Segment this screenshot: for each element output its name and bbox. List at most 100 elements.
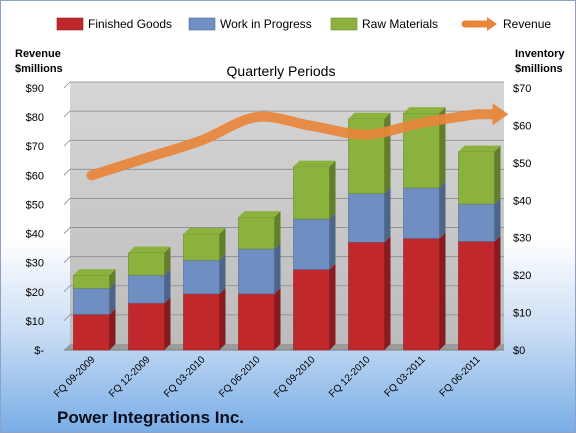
bar-segment-side <box>274 211 281 249</box>
bar-segment <box>293 218 330 270</box>
gridline <box>63 81 504 89</box>
legend-swatch-arrow <box>487 17 497 31</box>
bar-segment <box>458 203 495 242</box>
bar-segment <box>403 238 440 351</box>
y-left-tick-label: $- <box>34 345 44 357</box>
x-tick-label: FQ 06-2011 <box>438 354 483 399</box>
bar-segment-side <box>329 213 336 270</box>
y-left-tick-label: $30 <box>26 258 44 270</box>
bar-segment <box>348 241 385 351</box>
bar-segment <box>73 314 110 351</box>
plot-floor <box>64 344 504 350</box>
y-left-tick-label: $20 <box>26 287 44 299</box>
bar-segment-side <box>439 181 446 239</box>
bar-segment-side <box>274 242 281 294</box>
y-left-tick-label: $60 <box>26 170 44 182</box>
bar-top <box>238 211 281 218</box>
y-left-tick-label: $50 <box>26 199 44 211</box>
bar-top <box>458 145 501 152</box>
legend-label: Finished Goods <box>88 17 172 31</box>
legend-label: Revenue <box>503 17 551 31</box>
bar-top <box>183 227 226 234</box>
y-left-tick-label: $40 <box>26 229 44 241</box>
bar-segment <box>183 293 220 351</box>
bar-top <box>348 112 391 119</box>
legend-swatch <box>56 17 84 31</box>
x-tick-label: FQ 06-2010 <box>217 354 263 400</box>
bar-segment-side <box>109 308 116 350</box>
bar-segment <box>238 293 275 351</box>
y-right-tick-label: $40 <box>513 195 531 207</box>
bar-top <box>403 107 446 114</box>
bar-segment-side <box>439 232 446 350</box>
y-left-tick-label: $10 <box>26 316 44 328</box>
bar-segment <box>293 269 330 351</box>
bar-segment <box>128 302 165 351</box>
x-tick-label: FQ 03-2011 <box>383 354 428 399</box>
y-left-axis-label: Revenue <box>15 48 61 60</box>
bar-segment <box>293 166 330 220</box>
legend-swatch <box>330 17 358 31</box>
bar-segment-side <box>109 282 116 315</box>
legend-swatch <box>188 17 216 31</box>
bar-segment-side <box>219 254 226 294</box>
legend-label: Raw Materials <box>362 17 438 31</box>
revenue-arrowhead <box>492 103 509 126</box>
bar-segment-side <box>329 160 336 219</box>
bar-segment-side <box>164 269 171 304</box>
bar-segment-side <box>164 297 171 350</box>
y-right-axis-label: Inventory <box>515 48 565 60</box>
bar-segment <box>128 274 165 304</box>
x-tick-label: FQ 03-2010 <box>162 354 208 400</box>
bar-segment <box>458 241 495 351</box>
bar-segment-side <box>219 227 226 261</box>
bar-segment <box>458 151 495 205</box>
x-tick-label: FQ 12-2009 <box>107 354 153 400</box>
bar-segment-side <box>494 145 501 205</box>
bar-segment <box>73 274 110 289</box>
bar-segment-side <box>384 236 391 350</box>
bar-segment-side <box>384 112 391 194</box>
y-right-tick-label: $70 <box>513 83 531 95</box>
bar-segment <box>183 259 220 295</box>
y-left-tick-label: $80 <box>26 112 44 124</box>
y-right-tick-label: $0 <box>513 345 525 357</box>
bar-segment-side <box>494 198 501 242</box>
company-name: Power Integrations Inc. <box>57 408 245 427</box>
chart-title: Quarterly Periods <box>227 63 336 79</box>
bar-segment-side <box>274 287 281 350</box>
bar-segment-side <box>109 269 116 289</box>
bar-segment <box>183 233 220 261</box>
x-tick-label: FQ 09-2009 <box>52 354 98 400</box>
bar-top <box>293 160 336 167</box>
y-right-tick-label: $30 <box>513 233 531 245</box>
bar-segment-side <box>329 263 336 350</box>
bar-segment <box>238 216 275 250</box>
y-right-tick-label: $20 <box>513 270 531 282</box>
x-tick-label: FQ 09-2010 <box>272 354 318 400</box>
bar-top <box>73 269 116 276</box>
bar-segment-side <box>219 287 226 350</box>
bar-segment <box>348 193 385 243</box>
revenue-line <box>86 109 502 181</box>
bar-segment <box>403 187 440 239</box>
y-left-axis-label: $millions <box>15 63 63 75</box>
bar-segment <box>73 287 110 315</box>
y-right-tick-label: $10 <box>513 308 531 320</box>
y-left-tick-label: $90 <box>26 83 44 95</box>
legend-label: Work in Progress <box>220 17 312 31</box>
bar-segment-side <box>494 235 501 350</box>
bar-top <box>128 246 171 253</box>
y-left-tick-label: $70 <box>26 141 44 153</box>
y-right-tick-label: $60 <box>513 120 531 132</box>
bar-segment-side <box>439 107 446 188</box>
x-tick-label: FQ 12-2010 <box>327 354 373 400</box>
bar-segment <box>238 248 275 295</box>
gridline <box>63 110 504 118</box>
bar-segment-side <box>164 246 171 276</box>
bar-segment-side <box>384 187 391 243</box>
y-right-tick-label: $50 <box>513 158 531 170</box>
bar-segment <box>128 252 165 276</box>
y-right-axis-label: $millions <box>515 63 563 75</box>
